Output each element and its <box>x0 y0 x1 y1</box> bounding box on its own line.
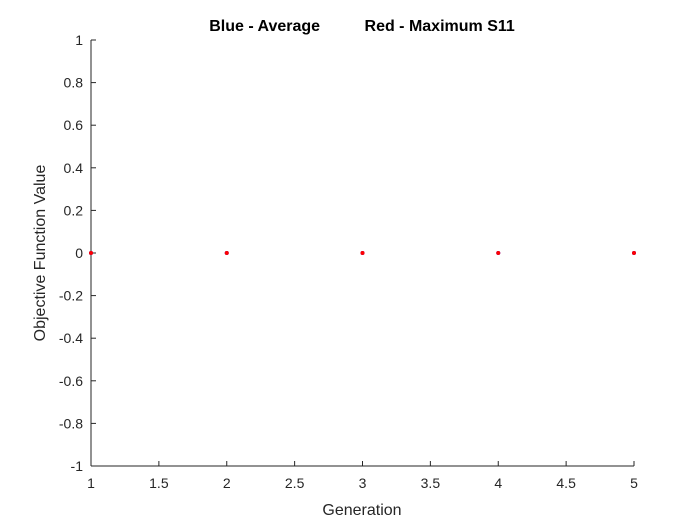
y-axis-label: Objective Function Value <box>32 165 49 342</box>
series-1-point <box>89 251 93 255</box>
x-tick-label: 4 <box>494 475 502 491</box>
x-tick-label: 4.5 <box>556 475 576 491</box>
series-1-point <box>632 251 636 255</box>
series-1-point <box>360 251 365 255</box>
x-tick-label: 1.5 <box>149 475 169 491</box>
y-tick-label: 0.8 <box>64 75 84 91</box>
chart-title: Blue - Average Red - Maximum S11 <box>209 18 515 35</box>
y-tick-label: 0.6 <box>64 117 84 133</box>
x-tick-label: 3.5 <box>421 475 441 491</box>
y-tick-label: -0.4 <box>59 330 83 346</box>
series-1-point <box>496 251 501 255</box>
series-1-point <box>224 251 229 255</box>
y-tick-label: 0 <box>75 245 83 261</box>
y-tick-label: 0.4 <box>64 160 84 176</box>
y-tick-label: -0.8 <box>59 415 83 431</box>
data-points <box>89 251 636 255</box>
y-ticks: -1 -0.8 -0.6 -0.4 -0.2 0 0.2 0.4 0.6 0.8 1 <box>59 32 96 474</box>
y-tick-label: 0.2 <box>64 202 84 218</box>
x-tick-label: 3 <box>359 475 367 491</box>
x-ticks: 1 1.5 2 2.5 3 3.5 4 4.5 5 <box>87 461 638 491</box>
y-tick-label: -0.2 <box>59 288 83 304</box>
x-axis-label: Generation <box>322 502 401 519</box>
y-tick-label: -1 <box>71 458 84 474</box>
x-tick-label: 1 <box>87 475 95 491</box>
y-tick-label: -0.6 <box>59 373 83 389</box>
x-tick-label: 2 <box>223 475 231 491</box>
x-tick-label: 5 <box>630 475 638 491</box>
y-tick-label: 1 <box>75 32 83 48</box>
x-tick-label: 2.5 <box>285 475 305 491</box>
